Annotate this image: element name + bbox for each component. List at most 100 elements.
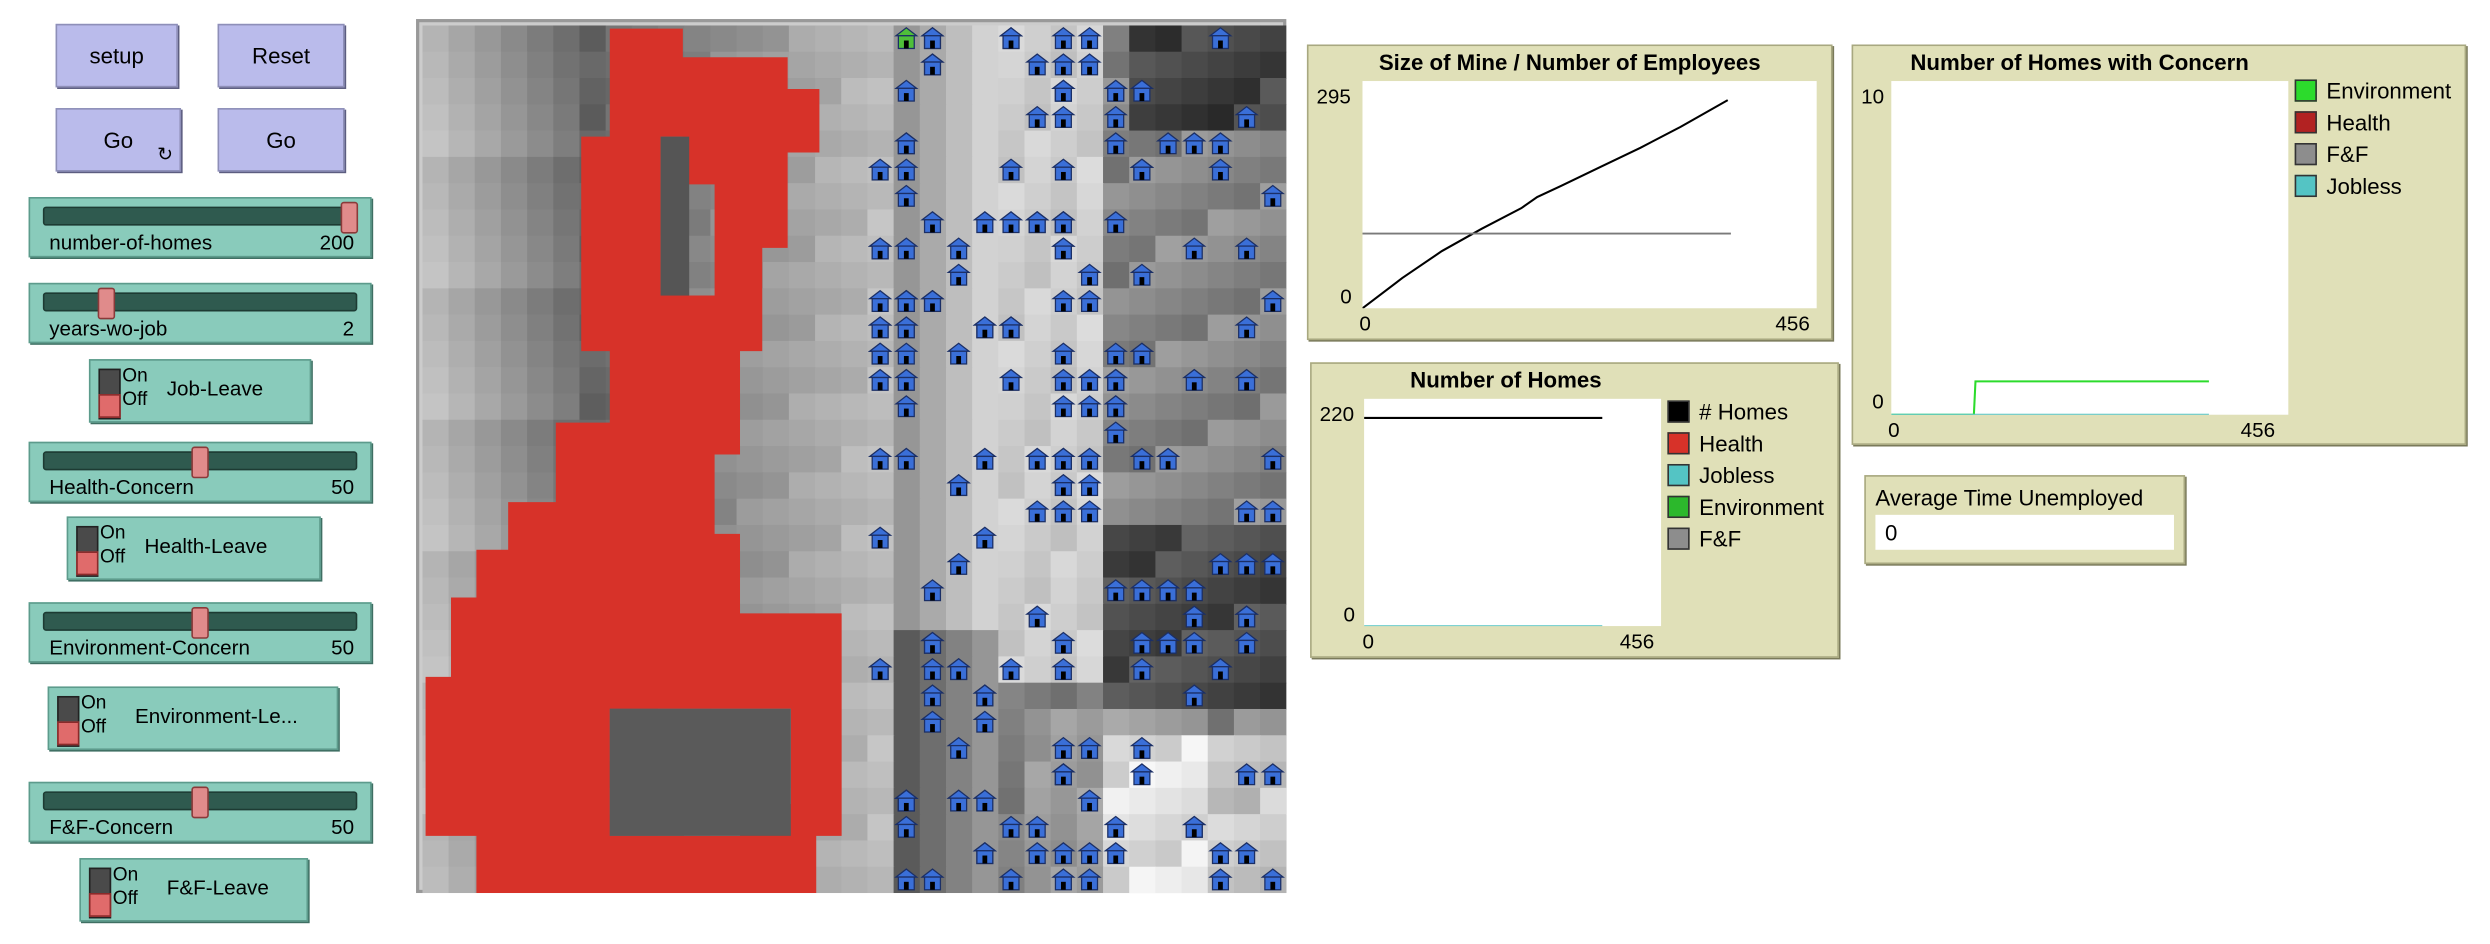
house-icon[interactable]	[1208, 132, 1233, 155]
house-icon[interactable]	[1234, 605, 1259, 628]
house-icon[interactable]	[998, 868, 1024, 891]
house-icon[interactable]	[1208, 657, 1233, 681]
house-icon[interactable]	[1077, 263, 1102, 286]
house-icon[interactable]	[1103, 79, 1128, 102]
house-icon[interactable]	[1129, 763, 1155, 786]
house-icon[interactable]	[946, 473, 971, 497]
house-icon[interactable]	[1025, 53, 1050, 76]
house-icon[interactable]	[1182, 237, 1207, 260]
house-icon[interactable]	[1129, 79, 1155, 102]
switch-thumb[interactable]	[76, 551, 99, 576]
house-icon[interactable]	[998, 815, 1024, 838]
house-icon[interactable]	[1129, 263, 1155, 286]
house-icon[interactable]	[946, 736, 971, 759]
house-icon[interactable]	[1103, 368, 1128, 391]
house-icon[interactable]	[972, 211, 998, 234]
house-icon[interactable]	[972, 789, 998, 812]
house-icon[interactable]	[1025, 105, 1050, 128]
slider-ff-concern[interactable]: F&F-Concern 50	[28, 781, 372, 843]
house-icon[interactable]	[1129, 631, 1155, 654]
house-icon[interactable]	[920, 27, 945, 50]
house-icon[interactable]	[946, 237, 971, 260]
house-icon[interactable]	[1051, 289, 1076, 313]
house-icon[interactable]	[894, 316, 919, 339]
house-icon[interactable]	[1077, 395, 1102, 418]
house-icon[interactable]	[1234, 763, 1259, 786]
house-icon[interactable]	[1103, 211, 1128, 234]
slider-knob[interactable]	[340, 201, 359, 234]
house-icon[interactable]	[972, 526, 998, 549]
house-icon[interactable]	[972, 710, 998, 733]
house-icon[interactable]	[1129, 736, 1155, 759]
house-icon[interactable]	[867, 316, 893, 339]
house-icon[interactable]	[894, 395, 919, 418]
house-icon[interactable]	[998, 657, 1024, 681]
house-icon[interactable]	[998, 158, 1024, 181]
house-icon[interactable]	[867, 526, 893, 549]
house-icon[interactable]	[920, 211, 945, 234]
house-icon[interactable]	[894, 868, 919, 891]
house-icon[interactable]	[946, 263, 971, 286]
house-icon[interactable]	[1129, 158, 1155, 181]
house-icon[interactable]	[1051, 342, 1076, 365]
house-icon[interactable]	[1234, 631, 1259, 654]
house-icon[interactable]	[1051, 105, 1076, 128]
house-icon[interactable]	[1077, 842, 1102, 865]
world-view[interactable]	[416, 19, 1287, 894]
house-icon[interactable]	[1234, 368, 1259, 391]
house-icon[interactable]	[1234, 500, 1259, 523]
house-icon[interactable]	[1234, 842, 1259, 865]
house-icon[interactable]	[1182, 631, 1207, 654]
house-icon[interactable]	[894, 79, 919, 102]
slider-health-concern[interactable]: Health-Concern 50	[28, 441, 372, 503]
house-icon[interactable]	[998, 27, 1024, 50]
house-icon[interactable]	[1025, 605, 1050, 628]
house-icon[interactable]	[894, 789, 919, 812]
house-icon[interactable]	[1103, 395, 1128, 418]
house-icon[interactable]	[1077, 736, 1102, 759]
house-icon[interactable]	[867, 158, 893, 181]
house-icon[interactable]	[972, 842, 998, 865]
house-icon[interactable]	[1103, 105, 1128, 128]
house-icon[interactable]	[920, 53, 945, 76]
house-icon[interactable]	[1025, 842, 1050, 865]
house-icon[interactable]	[1025, 447, 1050, 470]
house-icon[interactable]	[1077, 868, 1102, 891]
house-icon[interactable]	[1234, 237, 1259, 260]
house-icon[interactable]	[1077, 789, 1102, 812]
house-icon[interactable]	[1103, 421, 1128, 444]
house-icon[interactable]	[1155, 132, 1181, 155]
house-icon[interactable]	[998, 211, 1024, 234]
slider-knob[interactable]	[97, 287, 116, 320]
house-icon[interactable]	[1260, 184, 1285, 207]
slider-track[interactable]	[42, 446, 358, 479]
house-icon[interactable]	[867, 342, 893, 365]
house-icon[interactable]	[1103, 579, 1128, 602]
house-icon[interactable]	[1051, 27, 1076, 50]
house-icon[interactable]	[972, 684, 998, 707]
house-icon[interactable]	[920, 631, 945, 654]
house-icon[interactable]	[1260, 763, 1285, 786]
house-icon[interactable]	[894, 815, 919, 838]
slider-track[interactable]	[42, 287, 358, 320]
house-icon[interactable]	[946, 552, 971, 575]
switch-track[interactable]	[76, 525, 99, 577]
reset-button[interactable]: Reset	[217, 23, 345, 88]
house-icon[interactable]	[894, 27, 919, 50]
house-icon[interactable]	[1155, 447, 1181, 470]
switch-environment-leave[interactable]: On Off Environment-Le...	[47, 686, 339, 751]
slider-knob[interactable]	[191, 786, 209, 819]
house-icon[interactable]	[894, 342, 919, 365]
house-icon[interactable]	[1103, 815, 1128, 838]
house-icon[interactable]	[1155, 579, 1181, 602]
house-icon[interactable]	[1260, 868, 1285, 891]
house-icon[interactable]	[1077, 368, 1102, 391]
house-icon[interactable]	[1103, 842, 1128, 865]
house-icon[interactable]	[946, 657, 971, 681]
house-icon[interactable]	[1208, 868, 1233, 891]
slider-track[interactable]	[42, 606, 358, 639]
switch-health-leave[interactable]: On Off Health-Leave	[66, 516, 321, 580]
house-icon[interactable]	[1182, 605, 1207, 628]
slider-number-of-homes[interactable]: number-of-homes 200	[28, 197, 372, 258]
switch-track[interactable]	[57, 695, 80, 747]
